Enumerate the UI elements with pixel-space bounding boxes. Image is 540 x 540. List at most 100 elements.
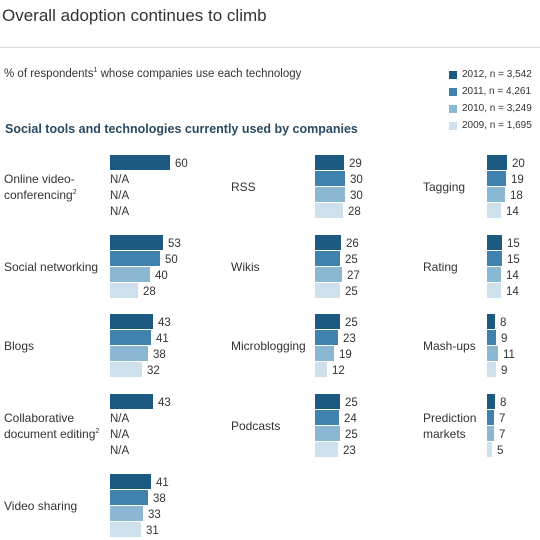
chart-subtitle: % of respondents1 whose companies use ea… — [4, 67, 301, 80]
bar — [315, 330, 338, 345]
data-label: 41 — [156, 477, 169, 489]
subtitle-footnote-marker: 1 — [93, 67, 98, 74]
data-label: 28 — [143, 286, 156, 298]
data-label: 33 — [148, 509, 161, 521]
subtitle-text: % of respondents — [4, 67, 94, 80]
category-label: RSS — [231, 180, 256, 194]
data-label: 25 — [345, 254, 358, 266]
data-label: 53 — [168, 238, 181, 250]
legend-swatch — [449, 122, 457, 130]
data-label: 11 — [503, 349, 515, 361]
title-divider — [0, 47, 540, 48]
bar — [315, 283, 340, 298]
category-label: Social networking — [4, 260, 98, 274]
category-label: Prediction — [423, 411, 476, 425]
bar — [487, 314, 495, 329]
bar — [487, 426, 494, 441]
bar — [110, 346, 148, 361]
data-label: 43 — [158, 317, 171, 329]
bar — [110, 362, 142, 377]
data-label: 40 — [155, 270, 168, 282]
legend-label: 2011, n = 4,261 — [462, 86, 532, 97]
category-label: conferencing2 — [4, 188, 77, 202]
category-group: Prediction markets 8 7 7 5 — [423, 394, 506, 457]
category-label: Blogs — [4, 339, 34, 353]
bar — [110, 522, 141, 537]
data-label: 38 — [153, 493, 166, 505]
data-label: 7 — [499, 429, 505, 441]
data-label: N/A — [110, 429, 130, 441]
bar — [315, 362, 327, 377]
data-label: 31 — [146, 525, 159, 537]
bar — [110, 474, 151, 489]
data-label: 14 — [506, 286, 519, 298]
category-group: Collaborative document editing2 43 N/A N/A N/… — [4, 394, 171, 457]
legend-label: 2012, n = 3,542 — [462, 69, 532, 80]
category-group: Video sharing 41 38 33 31 — [4, 474, 169, 537]
data-label: 50 — [165, 254, 178, 266]
data-label: 23 — [343, 333, 356, 345]
data-label: 15 — [507, 238, 520, 250]
bar — [315, 442, 338, 457]
data-label: 9 — [501, 333, 507, 345]
bar — [110, 330, 151, 345]
data-label: 14 — [506, 270, 519, 282]
bar — [315, 171, 345, 186]
data-label: 28 — [348, 206, 361, 218]
bar — [487, 187, 505, 202]
data-label: N/A — [110, 174, 130, 186]
legend-swatch — [449, 88, 457, 96]
data-label: 7 — [499, 413, 505, 425]
category-footnote-marker: 2 — [73, 189, 77, 196]
data-label: 25 — [345, 429, 358, 441]
bar — [487, 203, 501, 218]
bar — [315, 187, 345, 202]
data-label: 15 — [507, 254, 520, 266]
category-group: Microblogging 25 23 19 12 — [231, 314, 358, 377]
bar — [315, 346, 334, 361]
category-label: Video sharing — [4, 499, 77, 513]
category-group: Online video-conferencing2 60 N/A N/A N/A — [4, 155, 188, 218]
data-label: 41 — [156, 333, 169, 345]
data-label: 19 — [511, 174, 524, 186]
data-label: 26 — [346, 238, 359, 250]
legend-label: 2009, n = 1,695 — [462, 120, 532, 131]
bar — [315, 394, 340, 409]
data-label: 60 — [175, 158, 188, 170]
data-label: 25 — [345, 286, 358, 298]
data-label: 29 — [349, 158, 362, 170]
bar — [487, 442, 492, 457]
bar — [110, 235, 163, 250]
bar — [110, 155, 170, 170]
data-label: 19 — [339, 349, 352, 361]
bar — [487, 267, 501, 282]
data-label: 30 — [350, 174, 363, 186]
bar — [487, 283, 501, 298]
data-label: N/A — [110, 190, 130, 202]
data-label: 12 — [332, 365, 345, 377]
data-label: 18 — [510, 190, 523, 202]
category-label: Collaborative — [4, 411, 74, 425]
bar — [315, 267, 342, 282]
bar — [315, 314, 340, 329]
data-label: 27 — [347, 270, 360, 282]
bar — [487, 171, 506, 186]
category-group: Podcasts 25 24 25 23 — [231, 394, 358, 457]
bar — [487, 362, 496, 377]
category-label: Tagging — [423, 180, 465, 194]
chart-title: Overall adoption continues to climb — [2, 6, 267, 25]
data-label: 30 — [350, 190, 363, 202]
bar — [487, 410, 494, 425]
bar — [110, 394, 153, 409]
category-label: Online video- — [4, 172, 75, 186]
data-label: 32 — [147, 365, 160, 377]
subtitle-rest: whose companies use each technology — [97, 67, 302, 80]
bar — [315, 203, 343, 218]
bar — [315, 155, 344, 170]
data-label: N/A — [110, 206, 130, 218]
data-label: 43 — [158, 397, 171, 409]
data-label: 24 — [344, 413, 357, 425]
bar — [110, 506, 143, 521]
bar — [110, 267, 150, 282]
